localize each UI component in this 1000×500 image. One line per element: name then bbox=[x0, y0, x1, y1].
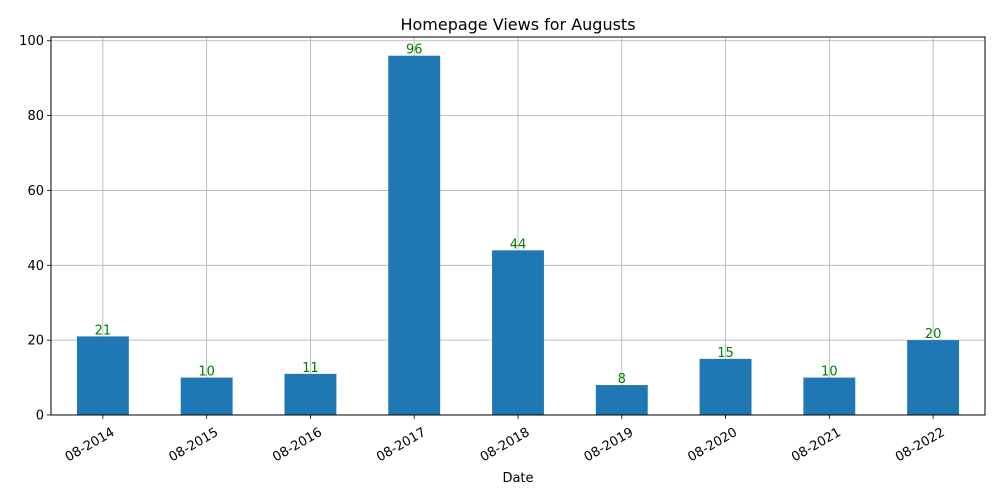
data-label: 44 bbox=[510, 237, 527, 252]
data-label: 15 bbox=[717, 346, 734, 361]
x-axis-label: Date bbox=[502, 471, 533, 486]
y-tick-label: 40 bbox=[27, 259, 44, 274]
bar bbox=[907, 340, 960, 415]
bar bbox=[492, 250, 544, 415]
y-tick-label: 60 bbox=[27, 184, 44, 199]
x-tick-label: 08-2018 bbox=[478, 425, 533, 465]
data-label: 21 bbox=[95, 323, 112, 338]
data-labels: 21 10 11 96 44 8 15 10 20 bbox=[95, 43, 942, 387]
data-label: 10 bbox=[198, 365, 215, 380]
data-label: 11 bbox=[302, 361, 319, 376]
y-tick-label: 0 bbox=[36, 409, 44, 424]
bar bbox=[388, 55, 441, 416]
x-tick-label: 08-2022 bbox=[893, 425, 948, 465]
x-tick-label: 08-2016 bbox=[270, 425, 325, 465]
bar bbox=[180, 377, 233, 415]
data-label: 96 bbox=[406, 43, 423, 58]
bar bbox=[76, 336, 129, 415]
x-tick-label: 08-2014 bbox=[63, 425, 118, 465]
x-tick-label: 08-2020 bbox=[685, 425, 740, 465]
y-tick-label: 80 bbox=[27, 109, 44, 124]
bar bbox=[803, 377, 856, 415]
bars bbox=[76, 55, 960, 416]
x-axis: 08-2014 08-2015 08-2016 08-2017 08-2018 08-20… bbox=[63, 415, 948, 465]
y-axis: 0 20 40 60 80 100 bbox=[19, 34, 51, 424]
x-tick-label: 08-2021 bbox=[789, 425, 844, 465]
x-tick-label: 08-2019 bbox=[582, 425, 637, 465]
data-label: 10 bbox=[821, 365, 838, 380]
y-tick-label: 20 bbox=[27, 334, 44, 349]
bar bbox=[284, 373, 337, 415]
x-tick-label: 08-2015 bbox=[167, 425, 222, 465]
chart-title: Homepage Views for Augusts bbox=[400, 15, 635, 34]
grid bbox=[51, 37, 985, 416]
y-tick-label: 100 bbox=[19, 34, 44, 49]
x-tick-label: 08-2017 bbox=[374, 425, 429, 465]
bar bbox=[699, 358, 752, 415]
bar bbox=[595, 385, 648, 415]
data-label: 8 bbox=[618, 372, 626, 387]
data-label: 20 bbox=[925, 327, 942, 342]
